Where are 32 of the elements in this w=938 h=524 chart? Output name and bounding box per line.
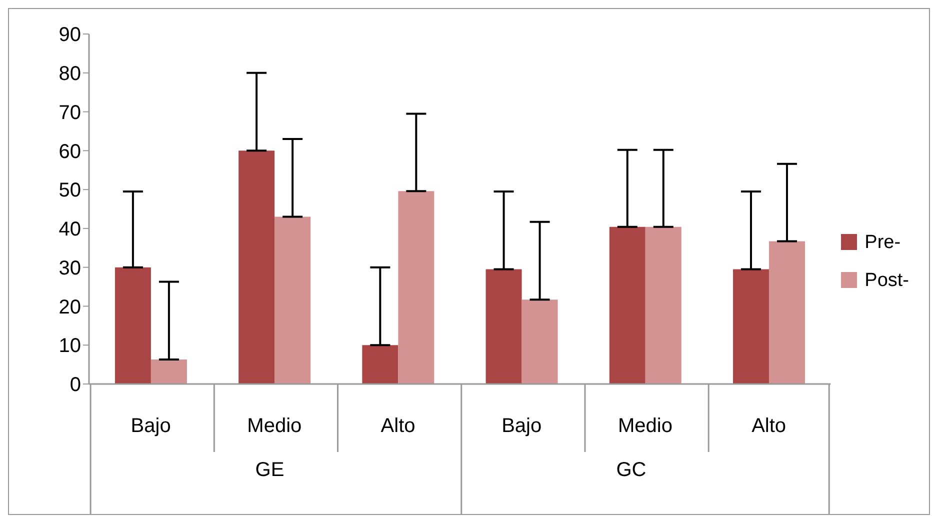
y-tick-label: 80 — [58, 62, 81, 85]
y-tick-label: 70 — [58, 102, 81, 124]
bar — [768, 241, 805, 384]
x-tick-label: Bajo — [130, 415, 171, 437]
bar — [486, 269, 522, 384]
bar — [150, 360, 187, 384]
bar — [362, 345, 398, 384]
y-tick-label: 30 — [58, 257, 81, 280]
bar — [732, 269, 769, 384]
text: GC — [615, 459, 648, 482]
x-tick-label: Alto — [380, 415, 416, 437]
bar — [609, 226, 646, 384]
x-tick-label: Medio — [618, 415, 672, 437]
y-tick-label: 50 — [58, 180, 81, 202]
y-tick-label: 10 — [58, 335, 81, 358]
text: GE — [254, 459, 286, 482]
y-tick-label: 20 — [58, 296, 81, 318]
bar — [522, 300, 558, 384]
x-tick-label: Alto — [752, 415, 786, 437]
bar — [274, 216, 311, 384]
x-tick-label: Bajo — [502, 415, 542, 437]
legend-label: Post- — [864, 270, 909, 290]
x-tick-label: Medio — [247, 415, 302, 437]
bar — [398, 191, 434, 384]
bar — [238, 150, 275, 384]
y-tick-label: 40 — [58, 218, 81, 241]
y-tick-label: 90 — [58, 24, 81, 46]
bar — [645, 226, 682, 384]
y-tick-label: 60 — [58, 140, 81, 163]
bar — [114, 267, 151, 384]
legend-label: Pre- — [864, 232, 901, 252]
y-tick-label: 0 — [70, 374, 81, 396]
